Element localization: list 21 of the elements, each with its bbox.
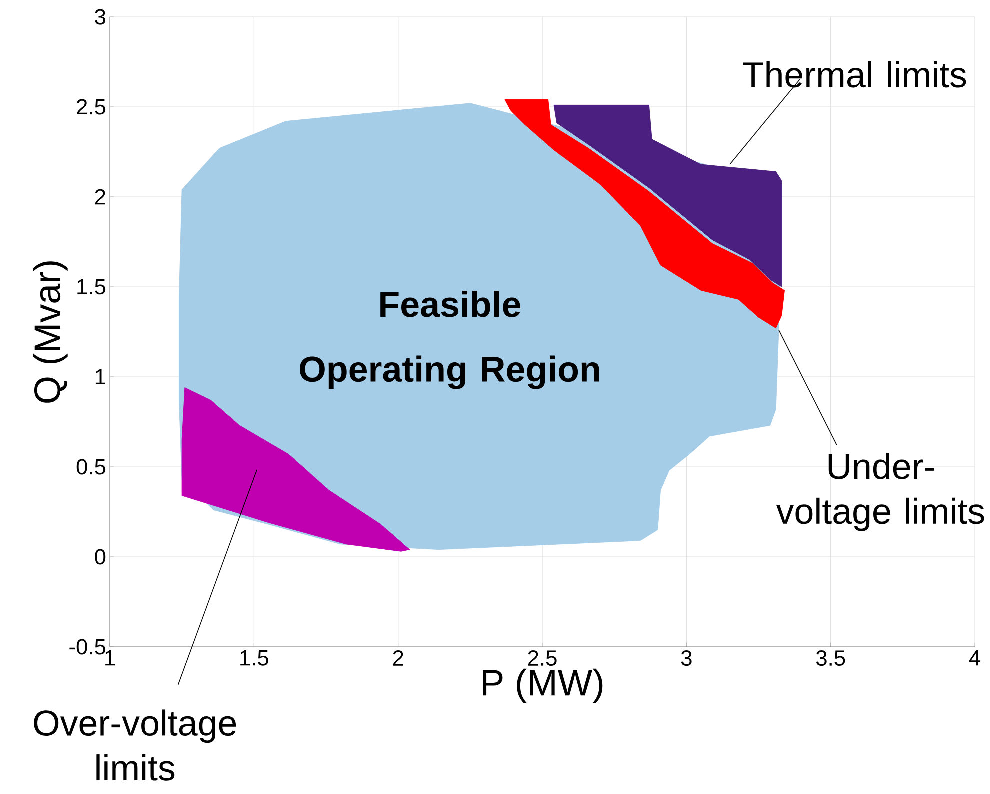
y-tick-label: 3 — [95, 9, 106, 25]
x-tick-label: 2 — [393, 650, 404, 666]
x-tick-label: 3 — [681, 650, 692, 666]
y-tick-label: 0 — [95, 549, 106, 565]
x-tick-label: 1.5 — [240, 650, 268, 666]
annotation: Feasible Operating Region — [300, 291, 600, 390]
x-tick-label: 3.5 — [816, 650, 846, 666]
y-axis-title: Q (Mvar) — [34, 262, 68, 403]
y-tick-label: 1 — [96, 369, 106, 385]
y-tick-label: -0.5 — [70, 639, 106, 655]
y-tick-label: 2 — [95, 189, 106, 205]
annotation: Under-voltage limits — [776, 453, 984, 532]
x-tick-label: 2.5 — [528, 650, 557, 666]
text: Over-voltage limits — [34, 710, 236, 781]
x-tick-label: 4 — [969, 650, 980, 666]
y-tick-label: 2.5 — [77, 99, 106, 115]
annotation: Thermal limits — [743, 61, 966, 88]
x-tick-label: 1 — [106, 650, 116, 666]
x-axis-title: P (MW) — [483, 668, 603, 704]
y-tick-label: 0.5 — [76, 459, 106, 475]
y-tick-label: 1.5 — [78, 279, 106, 295]
